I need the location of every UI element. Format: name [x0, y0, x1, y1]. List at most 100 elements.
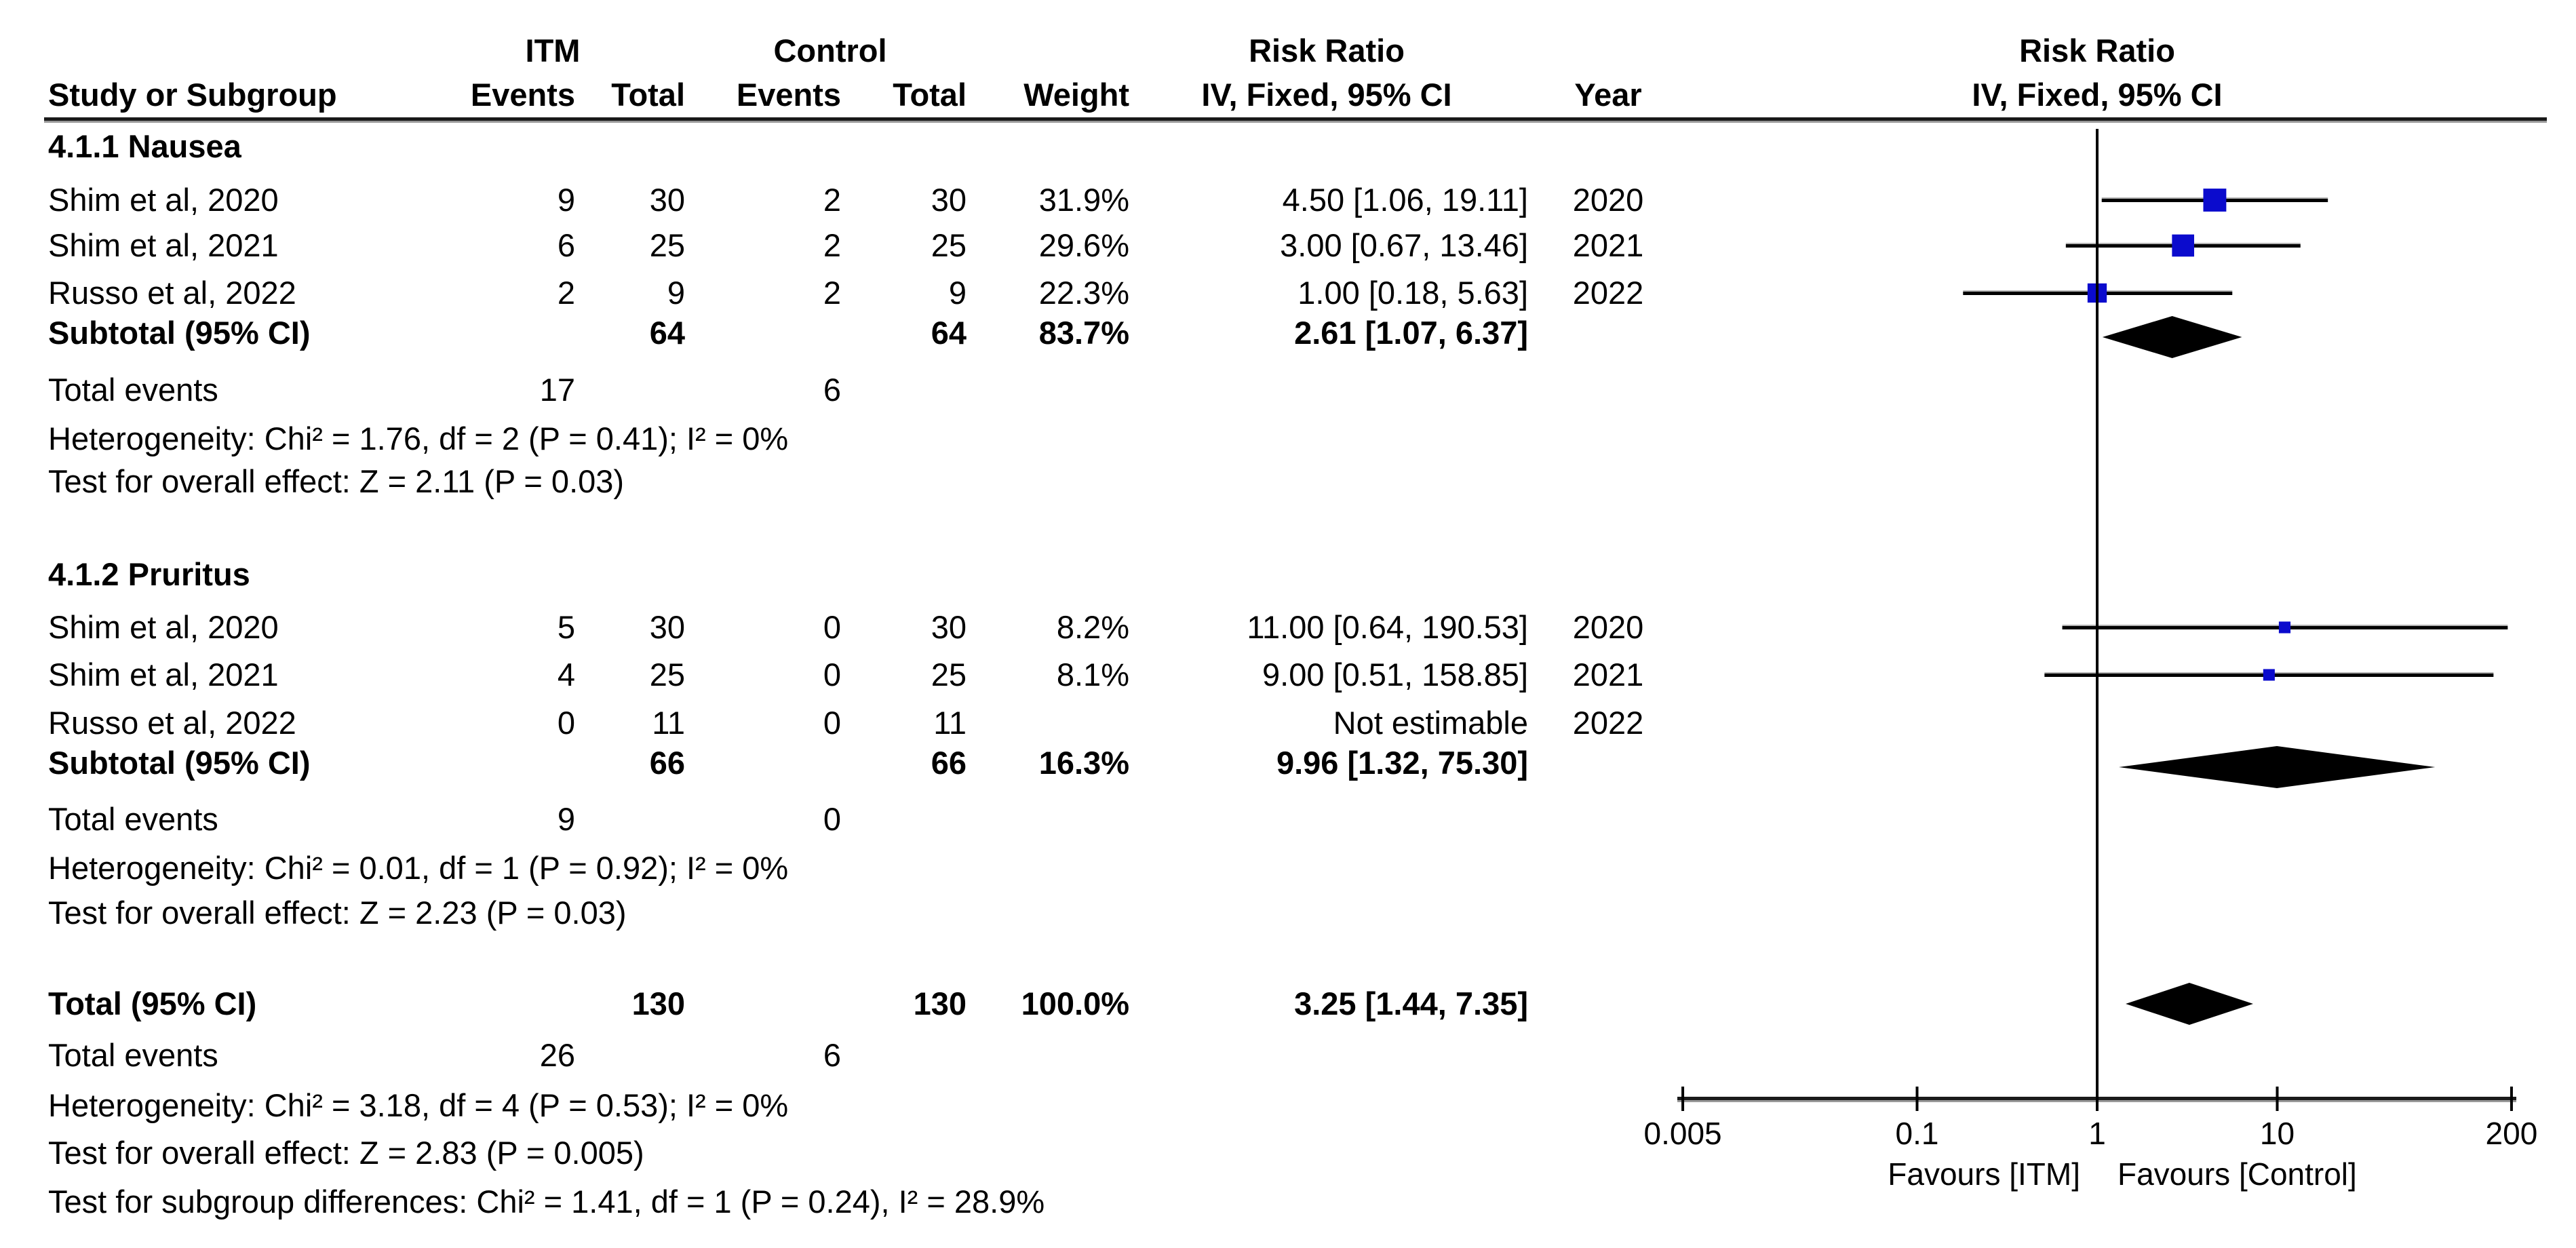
- header-ci-col: IV, Fixed, 95% CI: [1201, 77, 1452, 113]
- total-events-control: 6: [823, 372, 841, 408]
- effect-square: [2278, 621, 2291, 633]
- pooled-diamond: [2102, 316, 2242, 358]
- subgroup-label: 4.1.1 Nausea: [48, 128, 241, 164]
- cell-year: 2021: [1572, 657, 1644, 693]
- header-riskratio-col: Risk Ratio: [1249, 33, 1405, 69]
- total-events-control: 6: [823, 1037, 841, 1073]
- overall-effect-line: Test for overall effect: Z = 2.83 (P = 0…: [48, 1135, 644, 1171]
- total-ci: 3.25 [1.44, 7.35]: [1294, 986, 1528, 1021]
- subtotal-control-total: 66: [931, 745, 967, 781]
- study-name: Shim et al, 2020: [48, 609, 279, 645]
- cell-control-events: 2: [823, 275, 841, 311]
- header-plot-ci: IV, Fixed, 95% CI: [1972, 77, 2223, 113]
- pooled-diamond: [2126, 983, 2253, 1025]
- cell-year: 2022: [1572, 705, 1644, 741]
- cell-itm-total: 11: [652, 705, 685, 741]
- cell-control-events: 0: [823, 705, 841, 741]
- x-tick-label: 0.005: [1643, 1116, 1722, 1151]
- total-events-itm: 17: [539, 372, 575, 408]
- subtotal-weight: 83.7%: [1038, 315, 1129, 351]
- cell-risk-ratio-ci: 3.00 [0.67, 13.46]: [1280, 227, 1528, 263]
- cell-year: 2021: [1572, 227, 1644, 263]
- x-axis-tick: [1681, 1087, 1685, 1111]
- cell-weight: 8.2%: [1056, 609, 1129, 645]
- cell-control-total: 25: [931, 657, 967, 693]
- study-name: Russo et al, 2022: [48, 705, 296, 741]
- cell-year: 2020: [1572, 609, 1644, 645]
- null-effect-line: [2096, 129, 2099, 1111]
- subtotal-weight: 16.3%: [1038, 745, 1129, 781]
- x-axis-tick: [2510, 1087, 2513, 1111]
- total-label: Total (95% CI): [48, 986, 257, 1021]
- x-tick-label: 200: [2485, 1116, 2538, 1151]
- total-events-itm: 26: [539, 1037, 575, 1073]
- total-events-label: Total events: [48, 801, 218, 837]
- cell-risk-ratio-ci: 4.50 [1.06, 19.11]: [1282, 182, 1528, 218]
- cell-control-total: 9: [948, 275, 967, 311]
- effect-square: [2172, 234, 2194, 257]
- x-tick-label: 1: [2088, 1116, 2106, 1151]
- total-events-label: Total events: [48, 1037, 218, 1073]
- subtotal-control-total: 64: [931, 315, 967, 351]
- subtotal-itm-total: 64: [649, 315, 685, 351]
- subtotal-label: Subtotal (95% CI): [48, 745, 311, 781]
- cell-control-events: 0: [823, 609, 841, 645]
- cell-itm-events: 2: [557, 275, 575, 311]
- cell-itm-events: 4: [557, 657, 575, 693]
- header-itm-events: Events: [470, 77, 575, 113]
- pooled-diamond: [2119, 746, 2436, 788]
- header-year: Year: [1574, 77, 1642, 113]
- header-control-total: Total: [893, 77, 967, 113]
- header-itm-total: Total: [611, 77, 685, 113]
- cell-itm-total: 25: [649, 657, 685, 693]
- cell-itm-total: 25: [649, 227, 685, 263]
- cell-control-events: 2: [823, 227, 841, 263]
- subgroup-label: 4.1.2 Pruritus: [48, 556, 250, 592]
- header-study: Study or Subgroup: [48, 77, 337, 113]
- total-itm-total: 130: [631, 986, 685, 1021]
- cell-control-total: 25: [931, 227, 967, 263]
- header-rule-shadow: [44, 121, 2547, 123]
- header-group-itm: ITM: [525, 33, 581, 69]
- cell-control-events: 2: [823, 182, 841, 218]
- study-name: Shim et al, 2020: [48, 182, 279, 218]
- cell-itm-total: 30: [649, 609, 685, 645]
- favours-left-label: Favours [ITM]: [1888, 1156, 2080, 1192]
- cell-itm-events: 9: [557, 182, 575, 218]
- cell-risk-ratio-ci: 9.00 [0.51, 158.85]: [1262, 657, 1528, 693]
- cell-weight: 8.1%: [1056, 657, 1129, 693]
- header-group-control: Control: [773, 33, 887, 69]
- subtotal-ci: 9.96 [1.32, 75.30]: [1276, 745, 1528, 781]
- cell-control-total: 30: [931, 609, 967, 645]
- subtotal-label: Subtotal (95% CI): [48, 315, 311, 351]
- effect-square: [2203, 189, 2227, 212]
- cell-year: 2022: [1572, 275, 1644, 311]
- x-tick-label: 10: [2259, 1116, 2295, 1151]
- total-events-control: 0: [823, 801, 841, 837]
- cell-weight: 22.3%: [1038, 275, 1129, 311]
- header-plot-riskratio: Risk Ratio: [2019, 33, 2175, 69]
- total-control-total: 130: [913, 986, 967, 1021]
- favours-right-label: Favours [Control]: [2118, 1156, 2357, 1192]
- cell-itm-total: 30: [649, 182, 685, 218]
- overall-effect-line: Test for overall effect: Z = 2.11 (P = 0…: [48, 463, 625, 499]
- total-weight: 100.0%: [1021, 986, 1129, 1021]
- cell-risk-ratio-ci: 1.00 [0.18, 5.63]: [1297, 275, 1528, 311]
- study-name: Shim et al, 2021: [48, 227, 279, 263]
- cell-risk-ratio-ci: 11.00 [0.64, 190.53]: [1247, 609, 1528, 645]
- cell-itm-events: 5: [557, 609, 575, 645]
- subtotal-itm-total: 66: [649, 745, 685, 781]
- total-events-itm: 9: [557, 801, 575, 837]
- header-weight: Weight: [1023, 77, 1129, 113]
- overall-effect-line: Test for overall effect: Z = 2.23 (P = 0…: [48, 895, 627, 931]
- cell-control-total: 30: [931, 182, 967, 218]
- heterogeneity-line: Heterogeneity: Chi² = 0.01, df = 1 (P = …: [48, 850, 789, 886]
- heterogeneity-line: Heterogeneity: Chi² = 3.18, df = 4 (P = …: [48, 1087, 789, 1123]
- cell-itm-events: 6: [557, 227, 575, 263]
- cell-control-total: 11: [933, 705, 967, 741]
- header-rule: [44, 117, 2547, 121]
- subgroup-differences-line: Test for subgroup differences: Chi² = 1.…: [48, 1184, 1045, 1220]
- study-name: Shim et al, 2021: [48, 657, 279, 693]
